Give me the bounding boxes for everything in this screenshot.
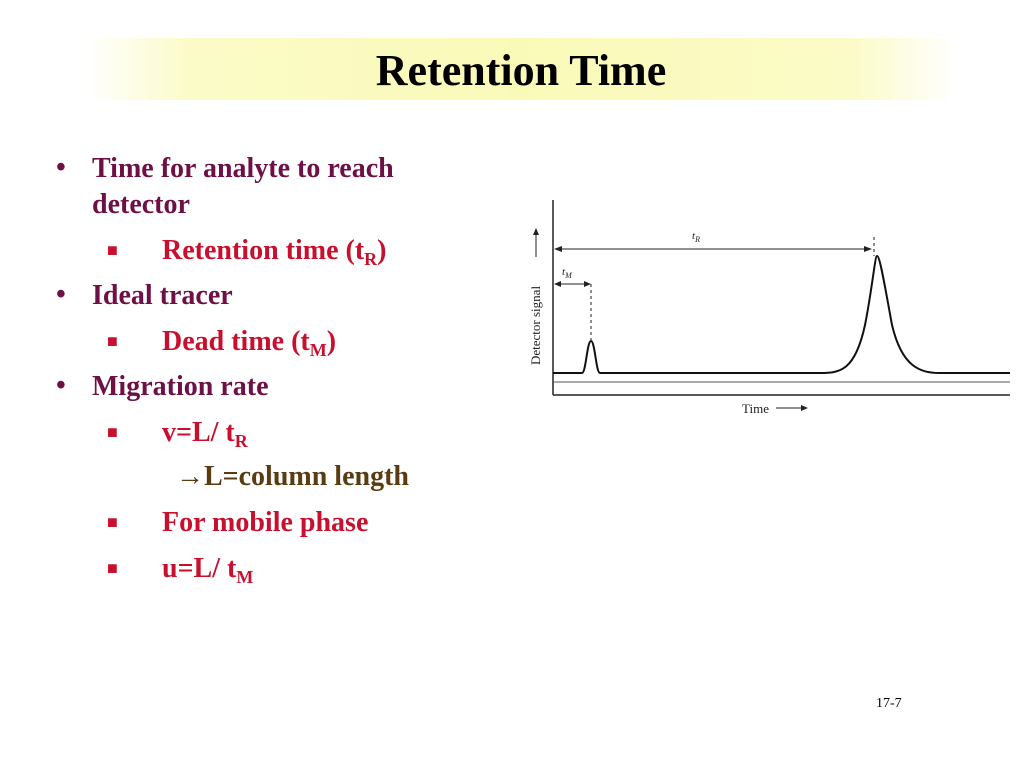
sub-bullet-main: Dead time (t (162, 326, 310, 357)
square-bullet: ■ (107, 422, 118, 442)
sub-bullet-text: v=L/ tR (162, 416, 248, 450)
slide-number: 17-7 (876, 696, 902, 711)
title-bar: Retention Time (86, 38, 956, 100)
subscript: M (309, 340, 327, 360)
square-bullet: ■ (107, 331, 118, 351)
bullet-dot: • (56, 152, 66, 183)
square-bullet: ■ (107, 240, 118, 260)
square-bullet: ■ (107, 512, 118, 532)
tm-label: tM (562, 266, 573, 280)
bullet-text: detector (92, 189, 190, 220)
sub-bullet-main: u=L/ t (162, 553, 237, 584)
bullet-dot: • (56, 370, 66, 401)
sub-bullet-after: ) (377, 235, 387, 266)
subscript: M (236, 567, 254, 587)
sub-bullet-text: Retention time (tR) (162, 234, 386, 268)
tr-label: tR (692, 230, 700, 244)
tr-arrow-right-icon (864, 246, 872, 252)
tm-arrow-right-icon (584, 281, 591, 287)
square-bullet: ■ (107, 558, 118, 578)
sub-bullet-main: v=L/ t (162, 417, 235, 448)
sub-bullet-after: ) (326, 326, 337, 357)
bullet-text: Ideal tracer (92, 280, 233, 311)
chromatogram-svg: tR tM Detector signal Time (528, 200, 1010, 416)
y-axis-label: Detector signal (528, 286, 543, 365)
bullet-dot: • (56, 279, 66, 310)
sub-bullet-text: u=L/ tM (162, 552, 253, 586)
signal-trace (553, 254, 1010, 374)
sub-sub-bullet-text: →L=column length (176, 460, 409, 494)
subscript: R (364, 249, 378, 269)
subscript: R (234, 431, 248, 451)
x-label-arrow-right-icon (801, 405, 808, 411)
x-axis-label: Time (742, 401, 769, 416)
y-label-arrow-up-icon (533, 228, 539, 235)
chromatogram-figure: tR tM Detector signal Time (520, 195, 1015, 430)
bullet-text: Migration rate (92, 371, 269, 402)
sub-bullet-main: Retention time (t (162, 235, 365, 266)
sub-bullet-text: Dead time (tM) (162, 325, 336, 359)
sub-bullet-text: For mobile phase (162, 507, 369, 538)
tr-arrow-left-icon (554, 246, 562, 252)
slide-title: Retention Time (375, 45, 667, 95)
sub-sub-bullet-main: L=column length (204, 461, 409, 492)
arrow-right-icon: → (176, 461, 204, 492)
bullet-text: Time for analyte to reach (92, 153, 394, 184)
tm-arrow-left-icon (554, 281, 561, 287)
